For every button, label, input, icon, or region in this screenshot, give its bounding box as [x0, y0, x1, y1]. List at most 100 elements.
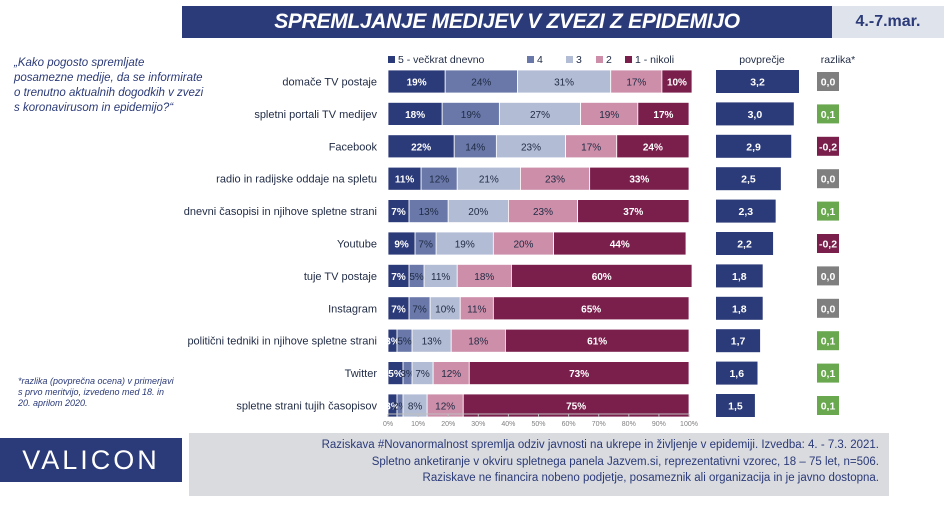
- stack-segment: [637, 102, 690, 126]
- segment-label: 3%: [400, 369, 415, 380]
- segment-label: 19%: [455, 240, 475, 251]
- avg-label: 1,7: [731, 336, 746, 348]
- x-tick-label: 30%: [471, 421, 485, 428]
- diff-label: 0,1: [821, 401, 836, 413]
- x-tick-label: 80%: [622, 421, 636, 428]
- segment-label: 14%: [465, 142, 485, 153]
- segment-label: 7%: [418, 240, 433, 251]
- diff-label: -0,2: [819, 141, 837, 153]
- segment-label: 17%: [626, 78, 646, 89]
- legend-label: 2: [606, 54, 612, 66]
- segment-label: 7%: [412, 304, 427, 315]
- diff-label: 0,0: [821, 174, 836, 186]
- diff-box: [817, 396, 839, 415]
- category-label: politični tedniki in njihove spletne str…: [187, 336, 377, 348]
- legend-label: 3: [576, 54, 582, 66]
- segment-label: 7%: [391, 207, 406, 218]
- diff-label: 0,0: [821, 77, 836, 89]
- avg-bar: [716, 134, 792, 158]
- avg-label: 3,0: [748, 109, 763, 121]
- avg-bar: [716, 167, 781, 191]
- segment-label: 12%: [429, 175, 449, 186]
- segment-label: 44%: [610, 240, 630, 251]
- segment-label: 12%: [441, 369, 461, 380]
- avg-bar: [716, 329, 761, 353]
- diff-box: [817, 169, 839, 189]
- segment-label: 19%: [599, 110, 619, 121]
- category-label: spletni portali TV medijev: [254, 109, 377, 121]
- avg-label: 2,2: [737, 239, 752, 251]
- segment-label: 33%: [629, 175, 649, 186]
- x-tick-label: 100%: [680, 421, 698, 428]
- segment-label: 5%: [397, 337, 412, 348]
- legend-label: 5 - večkrat dnevno: [398, 54, 485, 66]
- avg-bar: [716, 264, 763, 288]
- segment-label: 5%: [388, 369, 403, 380]
- segment-label: 11%: [395, 175, 415, 186]
- diff-label: -0,2: [819, 239, 837, 251]
- avg-label: 2,9: [746, 141, 761, 153]
- category-label: Twitter: [345, 368, 378, 380]
- segment-label: 7%: [391, 304, 406, 315]
- segment-label: 24%: [643, 142, 663, 153]
- legend-swatch: [527, 56, 534, 63]
- avg-bar: [716, 102, 794, 126]
- category-label: spletne strani tujih časopisov: [236, 401, 377, 413]
- segment-label: 17%: [653, 110, 673, 121]
- x-tick-label: 70%: [592, 421, 606, 428]
- segment-label: 31%: [554, 78, 574, 89]
- segment-label: 12%: [435, 402, 455, 413]
- segment-label: 10%: [435, 304, 455, 315]
- segment-label: 20%: [513, 240, 533, 251]
- segment-label: 20%: [468, 207, 488, 218]
- diff-box: [817, 201, 839, 221]
- segment-label: 18%: [405, 110, 425, 121]
- valicon-logo: VALICON: [0, 438, 182, 482]
- x-tick-label: 0%: [383, 421, 393, 428]
- stack-segment: [616, 134, 690, 159]
- diff-label: 0,1: [821, 368, 836, 380]
- category-label: dnevni časopisi in njihove spletne stran…: [184, 206, 377, 218]
- segment-label: 19%: [407, 78, 427, 89]
- stack-segment: [553, 231, 687, 256]
- segment-label: 23%: [521, 142, 541, 153]
- segment-label: 13%: [422, 337, 442, 348]
- stack-segment: [492, 296, 690, 321]
- avg-label: 1,8: [732, 303, 747, 315]
- x-tick-label: 60%: [562, 421, 576, 428]
- category-label: Youtube: [337, 239, 377, 251]
- info-line: Raziskave ne financira nobeno podjetje, …: [422, 472, 879, 484]
- stack-segment: [661, 69, 693, 94]
- avg-bar: [716, 394, 755, 417]
- diff-label: 0,1: [821, 109, 836, 121]
- diff-label: 0,0: [821, 303, 836, 315]
- diff-box: [817, 266, 839, 286]
- stack-segment: [577, 199, 690, 224]
- segment-label: 19%: [461, 110, 481, 121]
- segment-label: 3%: [385, 337, 400, 348]
- avg-label: 1,8: [732, 271, 747, 283]
- x-tick-label: 40%: [501, 421, 515, 428]
- x-tick-label: 10%: [411, 421, 425, 428]
- segment-label: 5%: [409, 272, 424, 283]
- diff-box: [817, 104, 839, 124]
- diff-label: 0,1: [821, 206, 836, 218]
- segment-label: 75%: [566, 402, 586, 413]
- avg-label: 3,2: [750, 77, 765, 89]
- segment-label: 13%: [419, 207, 439, 218]
- info-box: Raziskava #Novanormalnost spremlja odziv…: [189, 433, 889, 496]
- diff-box: [817, 72, 839, 91]
- segment-label: 24%: [471, 78, 491, 89]
- avg-bar: [716, 199, 776, 223]
- segment-label: 18%: [468, 337, 488, 348]
- segment-label: 37%: [623, 207, 643, 218]
- segment-label: 18%: [474, 272, 494, 283]
- info-line: Spletno anketiranje v okviru spletnega p…: [371, 455, 879, 468]
- avg-label: 2,3: [739, 206, 754, 218]
- category-label: domače TV postaje: [282, 77, 377, 89]
- category-label: Instagram: [328, 303, 377, 315]
- diff-box: [817, 136, 839, 156]
- legend-swatch: [625, 56, 632, 63]
- segment-label: 8%: [408, 402, 423, 413]
- stack-segment: [468, 361, 690, 386]
